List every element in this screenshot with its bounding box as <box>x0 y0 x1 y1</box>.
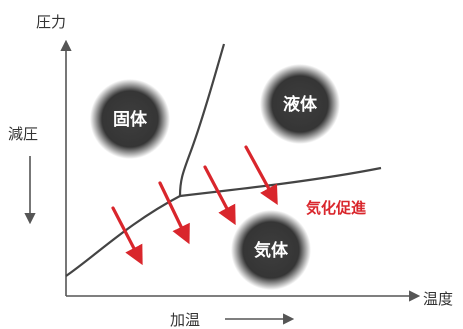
liquid-label: 液体 <box>283 94 318 115</box>
x-axis-label: 温度 <box>423 290 453 308</box>
red-arrow-1 <box>111 206 143 266</box>
sublimation-curve <box>65 195 181 277</box>
vaporization-curve <box>179 166 382 198</box>
red-arrow-2 <box>158 181 190 245</box>
liquid-orb <box>260 64 340 144</box>
decompress-label: 減圧 <box>8 125 38 143</box>
heating-label: 加温 <box>170 311 200 329</box>
solid-orb <box>90 79 170 159</box>
liquid-phase: 液体 <box>260 64 340 144</box>
melting-curve <box>178 43 226 197</box>
red-arrow-4 <box>244 145 278 206</box>
red-arrow-3 <box>203 165 236 226</box>
solid-phase: 固体 <box>90 79 170 159</box>
gas-phase: 気体 <box>231 210 311 290</box>
gas-label: 気体 <box>253 240 289 261</box>
vaporization-arrows <box>111 145 278 266</box>
solid-label: 固体 <box>113 109 148 130</box>
vaporization-annotation: 気化促進 <box>306 199 367 217</box>
y-axis-label: 圧力 <box>36 13 66 31</box>
gas-orb <box>231 210 311 290</box>
